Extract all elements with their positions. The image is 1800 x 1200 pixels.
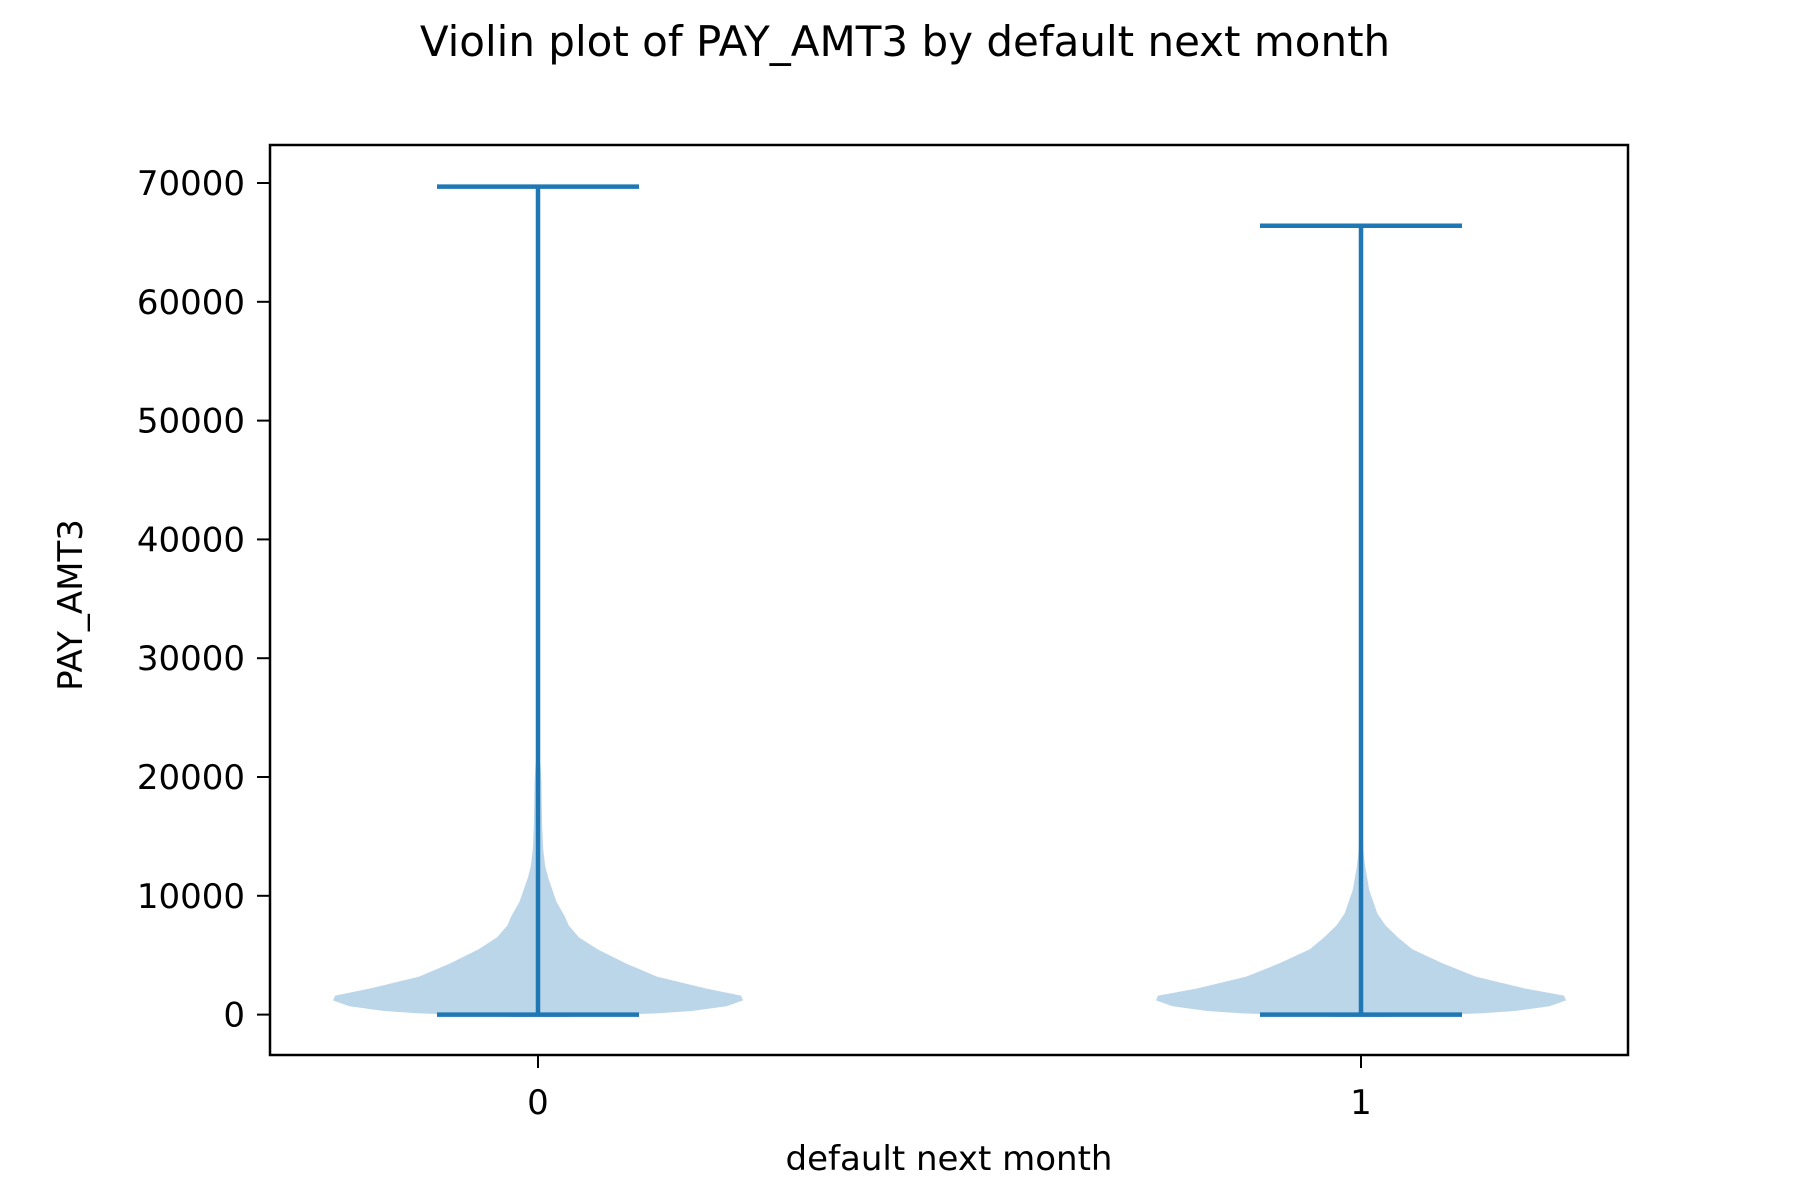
y-axis-label: PAY_AMT3 (51, 519, 91, 691)
y-tick-label: 60000 (137, 283, 245, 323)
y-tick-label: 30000 (137, 639, 245, 679)
y-tick-label: 10000 (137, 877, 245, 917)
violins-layer (333, 749, 1566, 1017)
y-tick-label: 50000 (137, 402, 245, 442)
x-tick-label: 0 (527, 1083, 549, 1123)
x-axis-label: default next month (786, 1139, 1113, 1179)
chart-title: Violin plot of PAY_AMT3 by default next … (420, 17, 1390, 66)
x-tick-label: 1 (1350, 1083, 1372, 1123)
whiskers-layer (437, 184, 1462, 1017)
y-tick-label: 40000 (137, 520, 245, 560)
y-axis: 0 10000 20000 30000 40000 50000 60000 70000 (137, 164, 270, 1036)
y-tick-label: 0 (223, 996, 245, 1036)
y-tick-label: 70000 (137, 164, 245, 204)
y-tick-label: 20000 (137, 758, 245, 798)
plot-frame (268, 143, 1630, 1057)
